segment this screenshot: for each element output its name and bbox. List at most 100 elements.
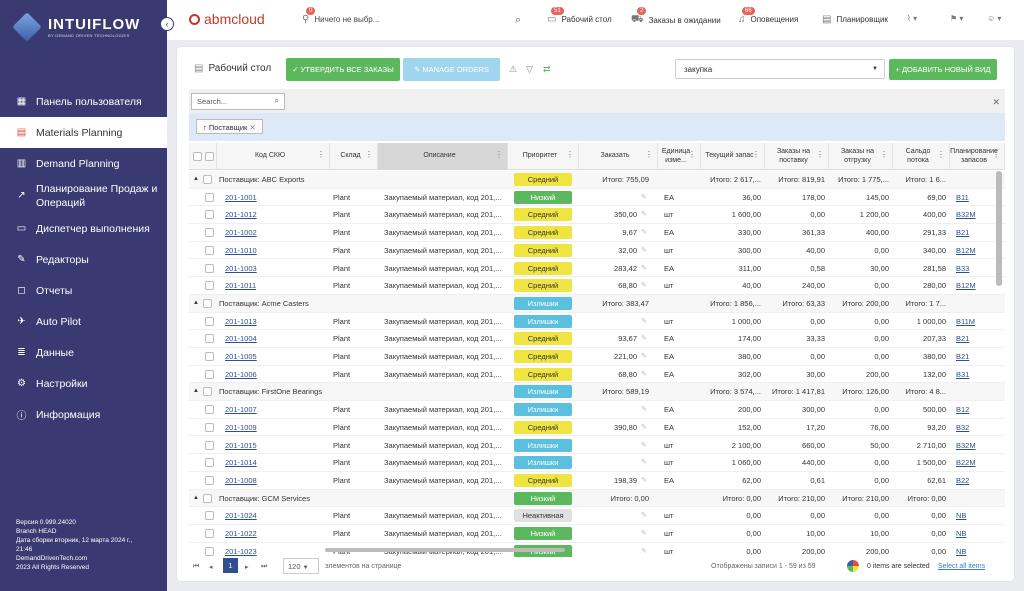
- column-header[interactable]: Код СКЮ ⋮: [217, 143, 330, 170]
- planning-link[interactable]: B33: [956, 263, 970, 273]
- row-checkbox[interactable]: [205, 192, 214, 202]
- add-new-view-button[interactable]: + ДОБАВИТЬ НОВЫЙ ВИД: [889, 59, 997, 80]
- edit-order-icon[interactable]: ✎: [641, 441, 647, 449]
- sku-link[interactable]: 201-1024: [225, 511, 257, 521]
- group-row[interactable]: ▲ Поставщик: GCM Services Низкий Итого: 0,0…: [189, 489, 1005, 508]
- table-row[interactable]: 201-1014 Plant Закупаемый материал, код 20…: [189, 454, 1005, 472]
- current-page[interactable]: 1: [223, 558, 238, 573]
- warning-icon[interactable]: ⚠: [509, 64, 518, 74]
- column-menu-icon[interactable]: ⋮: [880, 150, 888, 159]
- column-header[interactable]: Текущий запас ⋮: [701, 143, 765, 170]
- planning-link[interactable]: NB: [956, 546, 967, 556]
- planning-link[interactable]: B32: [956, 422, 970, 432]
- desktop-link[interactable]: ▭ 51 Рабочий стол: [547, 7, 612, 25]
- sku-link[interactable]: 201-1002: [225, 228, 257, 238]
- column-menu-icon[interactable]: ⋮: [688, 150, 696, 159]
- next-page-icon[interactable]: ▸: [245, 564, 249, 571]
- column-menu-icon[interactable]: ⋮: [645, 150, 653, 159]
- edit-order-icon[interactable]: ✎: [641, 530, 647, 537]
- planning-link[interactable]: B21: [956, 228, 970, 238]
- manage-orders-button[interactable]: ✎ MANAGE ORDERS: [403, 58, 500, 81]
- order-quantity[interactable]: 221,00: [614, 352, 637, 361]
- table-row[interactable]: 201-1010 Plant Закупаемый материал, код 20…: [189, 242, 1005, 260]
- table-row[interactable]: 201-1024 Plant Закупаемый материал, код 20…: [189, 507, 1005, 525]
- order-quantity[interactable]: [579, 189, 637, 207]
- column-menu-icon[interactable]: ⋮: [365, 150, 373, 159]
- sidebar-item-5[interactable]: ✎ Редакторы: [0, 244, 167, 275]
- order-quantity[interactable]: 68,80: [618, 369, 637, 379]
- table-row[interactable]: 201-1012 Plant Закупаемый материал, код 20…: [189, 206, 1005, 225]
- sku-link[interactable]: 201-1006: [225, 369, 257, 379]
- order-quantity[interactable]: [579, 525, 637, 543]
- column-menu-icon[interactable]: ⋮: [566, 150, 574, 159]
- column-header[interactable]: Заказать ⋮: [579, 143, 658, 170]
- order-quantity[interactable]: 93,67: [618, 334, 637, 344]
- logo[interactable]: INTUIFLOW BY DEMAND DRIVEN TECHNOLOGIES: [12, 12, 140, 42]
- collapse-group-icon[interactable]: ▲: [193, 494, 199, 501]
- table-row[interactable]: 201-1007 Plant Закупаемый материал, код 20…: [189, 401, 1005, 419]
- sku-link[interactable]: 201-1008: [225, 475, 257, 485]
- edit-order-icon[interactable]: ✎: [641, 211, 647, 219]
- row-checkbox[interactable]: [205, 511, 214, 521]
- row-checkbox[interactable]: [205, 440, 214, 450]
- table-row[interactable]: 201-1005 Plant Закупаемый материал, код 20…: [189, 348, 1005, 366]
- planning-link[interactable]: B21: [956, 334, 970, 344]
- edit-order-icon[interactable]: ✎: [641, 246, 647, 254]
- planning-link[interactable]: B11: [956, 192, 969, 202]
- sku-link[interactable]: 201-1022: [225, 529, 257, 538]
- table-row[interactable]: 201-1015 Plant Закупаемый материал, код 20…: [189, 437, 1005, 455]
- planning-link[interactable]: B21: [956, 352, 970, 361]
- alerts-link[interactable]: ♫ 66 Оповещения: [738, 7, 798, 25]
- waiting-orders-link[interactable]: ⛟ 2 Заказы в ожидании: [631, 7, 721, 27]
- sku-link[interactable]: 201-1023: [225, 546, 257, 556]
- sku-link[interactable]: 201-1015: [225, 440, 257, 450]
- edit-order-icon[interactable]: ✎: [641, 423, 647, 431]
- planning-link[interactable]: B11M: [956, 316, 976, 326]
- first-page-icon[interactable]: ⏮: [193, 563, 200, 570]
- order-quantity[interactable]: 68,80: [618, 281, 637, 291]
- table-row[interactable]: 201-1003 Plant Закупаемый материал, код 20…: [189, 260, 1005, 278]
- sidebar-item-10[interactable]: ⓘ Информация: [0, 399, 167, 430]
- language-icon[interactable]: ⚑ ▾: [950, 14, 964, 23]
- order-quantity[interactable]: [579, 454, 637, 472]
- row-checkbox[interactable]: [205, 334, 214, 344]
- edit-order-icon[interactable]: ✎: [641, 406, 647, 414]
- column-menu-icon[interactable]: ⋮: [495, 150, 503, 159]
- sidebar-item-7[interactable]: ✈ Auto Pilot: [0, 306, 167, 337]
- table-row[interactable]: 201-1004 Plant Закупаемый материал, код 20…: [189, 330, 1005, 348]
- table-row[interactable]: 201-1011 Plant Закупаемый материал, код 20…: [189, 277, 1005, 295]
- row-checkbox[interactable]: [205, 405, 214, 415]
- edit-order-icon[interactable]: ✎: [641, 547, 647, 555]
- sku-link[interactable]: 201-1010: [225, 245, 257, 255]
- group-row[interactable]: ▲ Поставщик: FirstOne Bearings Излишки Итог…: [189, 383, 1005, 402]
- sidebar-item-4[interactable]: ▭ Диспетчер выполнения: [0, 213, 167, 244]
- table-row[interactable]: 201-1001 Plant Закупаемый материал, код 20…: [189, 189, 1005, 207]
- planning-link[interactable]: B12: [956, 405, 970, 415]
- edit-order-icon[interactable]: ✎: [641, 370, 647, 378]
- table-row[interactable]: 201-1002 Plant Закупаемый материал, код 20…: [189, 224, 1005, 242]
- row-checkbox[interactable]: [203, 298, 212, 308]
- column-header[interactable]: Заказы на отгрузку ⋮: [829, 143, 893, 170]
- row-checkbox[interactable]: [205, 316, 214, 326]
- sku-link[interactable]: 201-1013: [225, 316, 257, 326]
- order-quantity[interactable]: [579, 401, 637, 419]
- row-checkbox[interactable]: [205, 281, 214, 291]
- column-menu-icon[interactable]: ⋮: [992, 150, 1000, 159]
- search-input[interactable]: Search... ⌕: [191, 93, 285, 110]
- sidebar-item-0[interactable]: ▦ Панель пользователя: [0, 86, 167, 117]
- sku-link[interactable]: 201-1012: [225, 210, 257, 220]
- row-checkbox[interactable]: [205, 369, 214, 379]
- order-quantity[interactable]: 198,39: [614, 475, 637, 485]
- prev-page-icon[interactable]: ◂: [209, 564, 213, 571]
- planning-link[interactable]: B12M: [956, 245, 976, 255]
- order-quantity[interactable]: [579, 507, 637, 525]
- column-header[interactable]: Склад ⋮: [330, 143, 378, 170]
- collapse-group-icon[interactable]: ▲: [193, 176, 199, 182]
- edit-order-icon[interactable]: ✎: [641, 193, 647, 201]
- sku-link[interactable]: 201-1009: [225, 422, 257, 432]
- planning-link[interactable]: B22M: [956, 458, 976, 468]
- row-checkbox[interactable]: [205, 210, 214, 220]
- sidebar-item-1[interactable]: ▤ Materials Planning: [0, 117, 167, 148]
- sku-link[interactable]: 201-1007: [225, 405, 257, 415]
- group-row[interactable]: ▲ Поставщик: ABC Exports Средний Итого: 755…: [189, 171, 1005, 189]
